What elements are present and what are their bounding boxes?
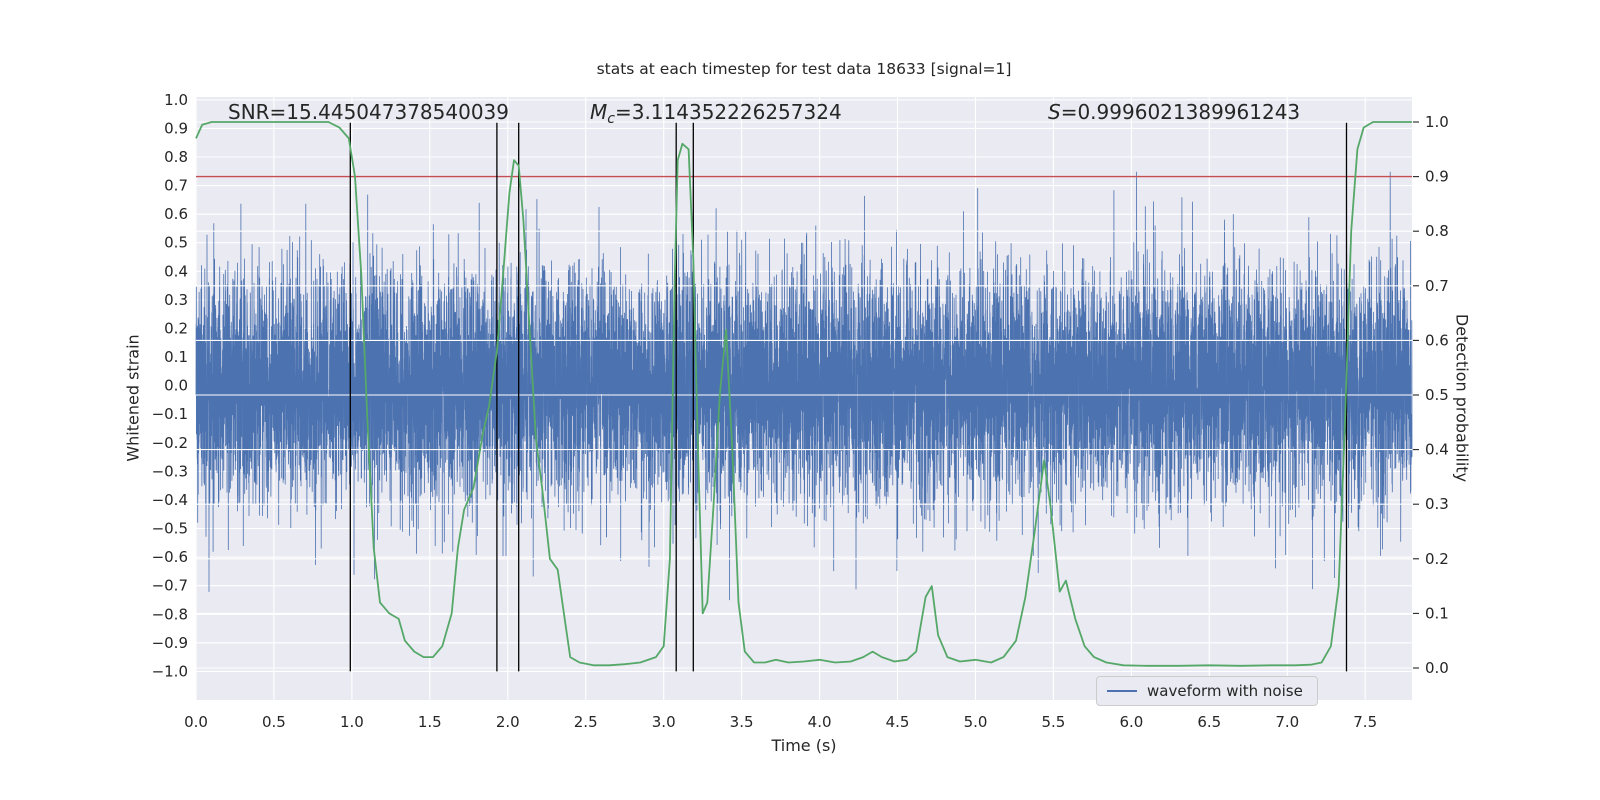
y-tick-label-right: 0.7: [1425, 277, 1449, 295]
x-tick-label: 0.0: [184, 713, 208, 731]
y-tick-label-left: 1.0: [164, 91, 188, 109]
y-tick-label-left: −1.0: [152, 662, 188, 680]
y-tick-label-right: 0.2: [1425, 550, 1449, 568]
y-axis-label-left: Whitened strain: [123, 334, 143, 462]
y-tick-label-right: 0.3: [1425, 495, 1449, 513]
chirp-mass-annotation: Mc=3.114352226257324: [590, 100, 842, 127]
y-tick-label-left: 0.0: [164, 377, 188, 395]
x-tick-label: 3.0: [652, 713, 676, 731]
s-value: =0.9996021389961243: [1060, 100, 1301, 124]
snr-annotation: SNR=15.445047378540039: [228, 100, 509, 124]
y-tick-label-left: 0.6: [164, 205, 188, 223]
y-tick-label-right: 0.5: [1425, 386, 1449, 404]
x-tick-label: 4.5: [886, 713, 910, 731]
y-tick-label-left: −0.7: [152, 577, 188, 595]
x-tick-label: 1.0: [340, 713, 364, 731]
y-tick-label-right: 0.0: [1425, 659, 1449, 677]
x-axis-label: Time (s): [771, 736, 837, 755]
x-tick-label: 4.0: [808, 713, 832, 731]
x-tick-label: 5.5: [1041, 713, 1065, 731]
y-tick-label-left: 0.3: [164, 291, 188, 309]
x-tick-labels: 0.0 0.5 1.0 1.5 2.0 2.5 3.0 3.5 4.0 4.5 5.0 5.5 6.0 6…: [184, 713, 1377, 731]
x-tick-label: 5.0: [964, 713, 988, 731]
y-tick-labels-right: 0.0 0.1 0.2 0.3 0.4 0.5 0.6 0.7 0.8 0.9 1.0: [1413, 113, 1449, 677]
mc-value: =3.114352226257324: [614, 100, 842, 124]
x-tick-label: 7.5: [1353, 713, 1377, 731]
y-axis-label-right: Detection probability: [1452, 313, 1472, 483]
s-symbol: S: [1048, 100, 1061, 124]
y-tick-label-left: −0.2: [152, 434, 188, 452]
x-tick-label: 6.5: [1197, 713, 1221, 731]
legend: waveform with noise: [1096, 676, 1318, 706]
y-tick-label-left: 0.4: [164, 262, 188, 280]
score-annotation: S=0.9996021389961243: [1048, 100, 1300, 124]
y-tick-labels-left: −1.0 −0.9 −0.8 −0.7 −0.6 −0.5 −0.4 −0.3 −0.2 −0.1…: [152, 91, 188, 681]
x-tick-label: 0.5: [262, 713, 286, 731]
y-tick-label-right: 1.0: [1425, 113, 1449, 131]
y-tick-label-left: −0.3: [152, 462, 188, 480]
mc-symbol: M: [590, 100, 608, 124]
x-tick-label: 3.5: [730, 713, 754, 731]
x-tick-label: 2.5: [574, 713, 598, 731]
y-tick-label-left: −0.4: [152, 491, 188, 509]
legend-label: waveform with noise: [1147, 682, 1303, 700]
x-tick-label: 2.0: [496, 713, 520, 731]
x-tick-label: 6.0: [1119, 713, 1143, 731]
legend-line-sample: [1107, 690, 1137, 692]
y-tick-label-left: −0.6: [152, 548, 188, 566]
y-tick-label-right: 0.6: [1425, 331, 1449, 349]
waveform-with-noise-series: [195, 171, 1413, 601]
y-tick-label-left: −0.8: [152, 605, 188, 623]
y-tick-label-left: 0.8: [164, 148, 188, 166]
y-tick-label-left: 0.2: [164, 320, 188, 338]
y-tick-label-left: 0.5: [164, 234, 188, 252]
y-tick-label-right: 0.4: [1425, 441, 1449, 459]
detection-probability-series: [195, 121, 1412, 667]
y-tick-label-left: −0.9: [152, 634, 188, 652]
y-tick-label-right: 0.9: [1425, 168, 1449, 186]
y-tick-label-left: 0.7: [164, 177, 188, 195]
mc-subscript: c: [607, 111, 615, 127]
x-tick-label: 1.5: [418, 713, 442, 731]
y-tick-label-left: 0.9: [164, 119, 188, 137]
y-tick-label-left: −0.1: [152, 405, 188, 423]
y-tick-label-left: −0.5: [152, 520, 188, 538]
chart-title: stats at each timestep for test data 186…: [596, 60, 1012, 78]
x-tick-label: 7.0: [1275, 713, 1299, 731]
y-tick-label-right: 0.8: [1425, 222, 1449, 240]
y-tick-label-left: 0.1: [164, 348, 188, 366]
y-tick-label-right: 0.1: [1425, 604, 1449, 622]
